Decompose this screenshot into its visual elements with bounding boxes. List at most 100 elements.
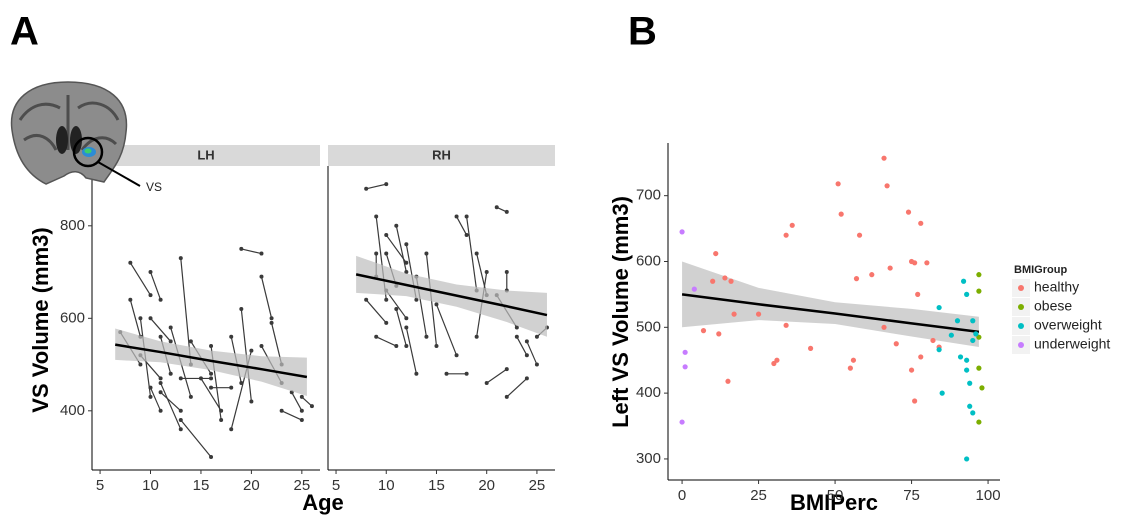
subject-point: [209, 344, 214, 349]
subject-point: [158, 376, 163, 381]
subject-point: [168, 325, 173, 330]
brain-folds: [18, 95, 120, 151]
subject-point: [299, 418, 304, 423]
point: [682, 349, 688, 355]
point: [774, 357, 780, 363]
point: [807, 345, 814, 351]
subject-line: [180, 419, 212, 458]
subject-point: [394, 223, 399, 228]
subject-point: [128, 260, 133, 265]
point: [957, 354, 964, 360]
subject-point: [239, 307, 244, 312]
point: [970, 318, 976, 324]
subject-line: [150, 317, 172, 342]
point: [783, 322, 789, 328]
subject-point: [384, 182, 389, 187]
subject-point: [384, 251, 389, 256]
subject-line: [301, 396, 313, 407]
subject-point: [434, 302, 439, 307]
point: [700, 327, 707, 334]
subject-point: [364, 186, 369, 191]
confidence-band: [356, 255, 547, 337]
subject-point: [424, 334, 429, 339]
fit-line: [355, 273, 548, 317]
subject-point: [229, 334, 234, 339]
y-tick-label: 500: [636, 318, 661, 335]
subject-line: [291, 392, 303, 412]
subject-line: [385, 290, 407, 319]
subject-point: [158, 408, 163, 413]
subject-point: [374, 334, 379, 339]
subject-point: [188, 339, 193, 344]
subject-point: [168, 371, 173, 376]
subject-point: [404, 270, 409, 275]
point: [908, 367, 915, 373]
x-tick-label: 15: [193, 477, 210, 494]
subject-point: [188, 394, 193, 399]
y-tick-label: 400: [636, 384, 661, 401]
confidence-band: [115, 328, 307, 397]
subject-point: [454, 214, 459, 219]
point: [976, 365, 982, 371]
subject-line: [366, 183, 387, 190]
subject-point: [424, 251, 429, 256]
brain-image: VS: [10, 81, 162, 194]
point: [783, 232, 789, 238]
legend-label: overweight: [1034, 317, 1102, 333]
subject-point: [209, 455, 214, 460]
subject-line: [506, 377, 528, 398]
subject-point: [484, 381, 489, 386]
point: [912, 260, 918, 266]
subject-point: [138, 362, 143, 367]
point: [936, 347, 942, 353]
subject-point: [128, 297, 133, 302]
subject-line: [395, 225, 407, 273]
legend-title: BMIGroup: [1014, 264, 1067, 276]
point: [930, 337, 936, 344]
point: [976, 334, 982, 340]
subject-line: [149, 271, 162, 301]
point: [976, 272, 982, 278]
point: [679, 229, 685, 235]
subject-point: [394, 344, 399, 349]
subject-point: [514, 325, 519, 330]
point: [755, 311, 762, 317]
subject-point: [404, 316, 409, 321]
point: [970, 410, 976, 416]
x-tick-label: 50: [827, 487, 844, 504]
subject-point: [504, 270, 509, 275]
subject-line: [260, 276, 273, 319]
facet-label: LH: [197, 147, 214, 162]
subject-point: [464, 214, 469, 219]
point: [939, 390, 945, 396]
point: [881, 324, 887, 330]
subject-line: [160, 382, 182, 430]
x-tick-label: 10: [142, 477, 159, 494]
subject-point: [534, 362, 539, 367]
panel-label: A: [10, 10, 39, 54]
fit-line: [115, 343, 308, 379]
subject-point: [464, 233, 469, 238]
y-axis-title: VS Volume (mm3): [28, 227, 53, 412]
y-tick-label: 400: [60, 402, 85, 419]
point: [835, 181, 841, 187]
point: [771, 360, 777, 367]
legend-label: underweight: [1034, 336, 1110, 352]
panel-label: B: [628, 10, 657, 54]
point: [728, 278, 734, 284]
subject-point: [269, 320, 274, 325]
subject-point: [249, 348, 254, 353]
point: [847, 365, 853, 371]
x-tick-label: 15: [428, 477, 445, 494]
legend-marker: [1018, 304, 1024, 310]
roi-circle: [72, 136, 104, 168]
point: [710, 278, 716, 284]
point: [725, 378, 731, 384]
subject-line: [526, 341, 538, 365]
subject-point: [474, 251, 479, 256]
point: [884, 183, 890, 189]
subject-point: [299, 394, 304, 399]
point: [838, 211, 844, 217]
subject-point: [444, 371, 449, 376]
annotation: VS: [146, 180, 162, 194]
